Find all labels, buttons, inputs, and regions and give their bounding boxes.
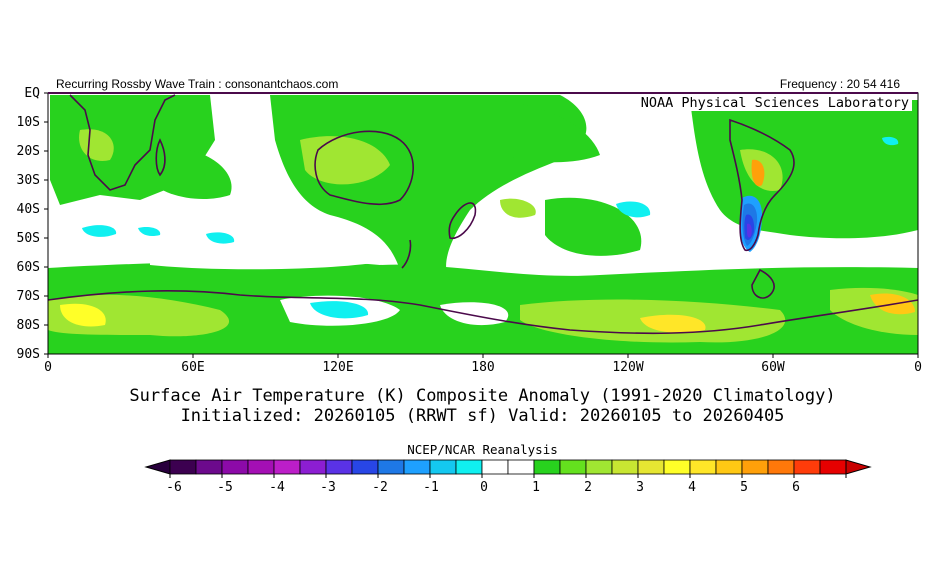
colorbar-swatch [455, 459, 483, 475]
colorbar-tick-label: 0 [480, 480, 488, 495]
colorbar-swatch [429, 459, 457, 475]
colorbar-swatch [741, 459, 769, 475]
colorbar-tick-label: -1 [423, 480, 439, 495]
colorbar-swatch [351, 459, 379, 475]
lat-label: 30S [16, 173, 40, 188]
colorbar-tick-label: 5 [740, 480, 748, 495]
colorbar-swatch [325, 459, 353, 475]
lat-label: 20S [16, 144, 40, 159]
lat-label: 10S [16, 115, 40, 130]
colorbar-swatch [533, 459, 561, 475]
lon-label: 0 [914, 360, 922, 375]
anomaly-fill [48, 95, 918, 354]
coastlines [48, 94, 918, 335]
lon-ticks [47, 354, 919, 358]
lat-label: 80S [16, 318, 40, 333]
colorbar-swatch [195, 459, 223, 475]
anomaly-map [44, 92, 919, 358]
colorbar-tick-label: -5 [217, 480, 233, 495]
colorbar-tick-label: -3 [320, 480, 336, 495]
lab-name: NOAA Physical Sciences Laboratory [637, 95, 912, 111]
colorbar-swatch [507, 459, 535, 475]
colorbar-swatch [273, 459, 301, 475]
header-frequency-text: Frequency : 20 54 416 [779, 77, 900, 91]
lon-label: 0 [44, 360, 52, 375]
lat-label: 90S [16, 347, 40, 362]
map-subtitle: Initialized: 20260105 (RRWT sf) Valid: 2… [180, 406, 785, 426]
colorbar-swatch [611, 459, 639, 475]
colorbar-high-arrow [845, 459, 872, 475]
colorbar-swatch [793, 459, 821, 475]
lon-label: 60E [181, 360, 205, 375]
colorbar-tick-label: -6 [166, 480, 182, 495]
colorbar-swatch [377, 459, 405, 475]
colorbar-tick-label: -4 [269, 480, 285, 495]
colorbar-swatch [637, 459, 665, 475]
lat-label: 70S [16, 289, 40, 304]
lon-label: 180 [471, 360, 495, 375]
colorbar-swatch [715, 459, 743, 475]
lat-label: 50S [16, 231, 40, 246]
colorbar-swatch [663, 459, 691, 475]
colorbar-tick-label: 2 [584, 480, 592, 495]
colorbar-tick-label: 6 [792, 480, 800, 495]
colorbar-swatch [403, 459, 431, 475]
colorbar-swatch [767, 459, 795, 475]
colorbar-swatch [819, 459, 847, 475]
colorbar-swatch [689, 459, 717, 475]
map-title: Surface Air Temperature (K) Composite An… [129, 386, 836, 406]
colorbar-swatch [247, 459, 275, 475]
lat-ticks [44, 92, 48, 355]
colorbar-swatch [559, 459, 587, 475]
lat-label: 40S [16, 202, 40, 217]
lon-label: 120E [322, 360, 354, 375]
colorbar-low-arrow [144, 459, 171, 475]
colorbar-swatch [299, 459, 327, 475]
lat-label: 60S [16, 260, 40, 275]
colorbar-swatch [585, 459, 613, 475]
colorbar-title: NCEP/NCAR Reanalysis [407, 442, 558, 457]
lon-label: 60W [761, 360, 785, 375]
colorbar-tick-label: 3 [636, 480, 644, 495]
colorbar-tick-label: -2 [372, 480, 388, 495]
lon-label: 120W [612, 360, 644, 375]
lat-label: EQ [24, 86, 40, 101]
colorbar-swatch [221, 459, 249, 475]
colorbar [144, 459, 872, 478]
colorbar-tick-label: 4 [688, 480, 696, 495]
colorbar-swatch [169, 459, 197, 475]
colorbar-tick-label: 1 [532, 480, 540, 495]
header-source-text: Recurring Rossby Wave Train : consonantc… [56, 77, 339, 91]
colorbar-swatch [481, 459, 509, 475]
